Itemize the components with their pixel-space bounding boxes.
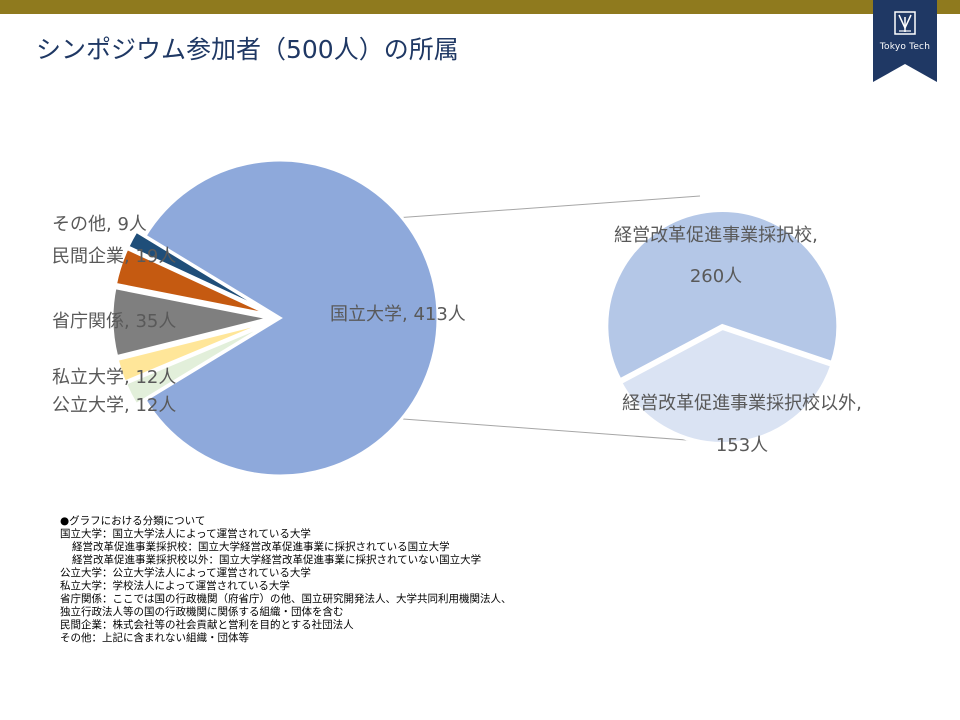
logo-shape (873, 0, 937, 82)
logo-text: Tokyo Tech (879, 42, 931, 52)
pie-slice-breakdown-1 (617, 325, 835, 446)
data-label-main-0: 国立大学, 413人 (330, 304, 466, 325)
classification-notes: ●グラフにおける分類について 国立大学：国立大学法人によって運営されている大学 … (60, 515, 512, 645)
note-line: 省庁関係：ここでは国の行政機関（府省庁）の他、国立研究開発法人、大学共同利用機関… (60, 593, 512, 605)
data-label-main-1: 公立大学, 12人 (52, 395, 176, 416)
data-label-main-5: その他, 9人 (52, 214, 147, 235)
note-line: 公立大学：公立大学法人によって運営されている大学 (60, 567, 311, 579)
note-line: 民間企業：株式会社等の社会貢献と営利を目的とする社団法人 (60, 619, 354, 631)
pie-slice-main-0 (142, 158, 440, 478)
pie-slice-main-1 (123, 321, 272, 407)
pie-slice-breakdown-0 (604, 207, 841, 384)
pie-slice-main-4 (113, 246, 272, 317)
note-line: その他：上記に含まれない組織・団体等 (60, 632, 249, 644)
data-label-breakdown-0-value: 260人 (690, 266, 742, 287)
pie-slice-main-5 (125, 229, 272, 315)
top-accent-bar (0, 0, 960, 14)
note-line: 国立大学：国立大学法人によって運営されている大学 (60, 528, 311, 540)
note-line: 経営改革促進事業採択校以外：国立大学経営改革促進事業に採択されていない国立大学 (72, 554, 482, 566)
data-label-breakdown-1-name: 経営改革促進事業採択校以外, (622, 393, 862, 414)
note-line: 私立大学：学校法人によって運営されている大学 (60, 580, 290, 592)
pie-slice-main-2 (115, 319, 272, 385)
note-line: ●グラフにおける分類について (60, 515, 206, 527)
note-line: 独立行政法人等の国の行政機関に関係する組織・団体を含む (60, 606, 344, 618)
data-label-breakdown-1-value: 153人 (716, 435, 768, 456)
data-label-main-4: 民間企業, 19人 (52, 246, 176, 267)
tokyo-tech-logo: Tokyo Tech (873, 0, 937, 82)
pie-slice-main-3 (110, 285, 271, 359)
note-line: 経営改革促進事業採択校：国立大学経営改革促進事業に採択されている国立大学 (72, 541, 450, 553)
data-label-main-3: 省庁関係, 35人 (52, 311, 176, 332)
data-label-main-2: 私立大学, 12人 (52, 367, 176, 388)
data-label-breakdown-0-name: 経営改革促進事業採択校, (614, 225, 818, 246)
page-title: シンポジウム参加者（500人）の所属 (36, 35, 459, 64)
